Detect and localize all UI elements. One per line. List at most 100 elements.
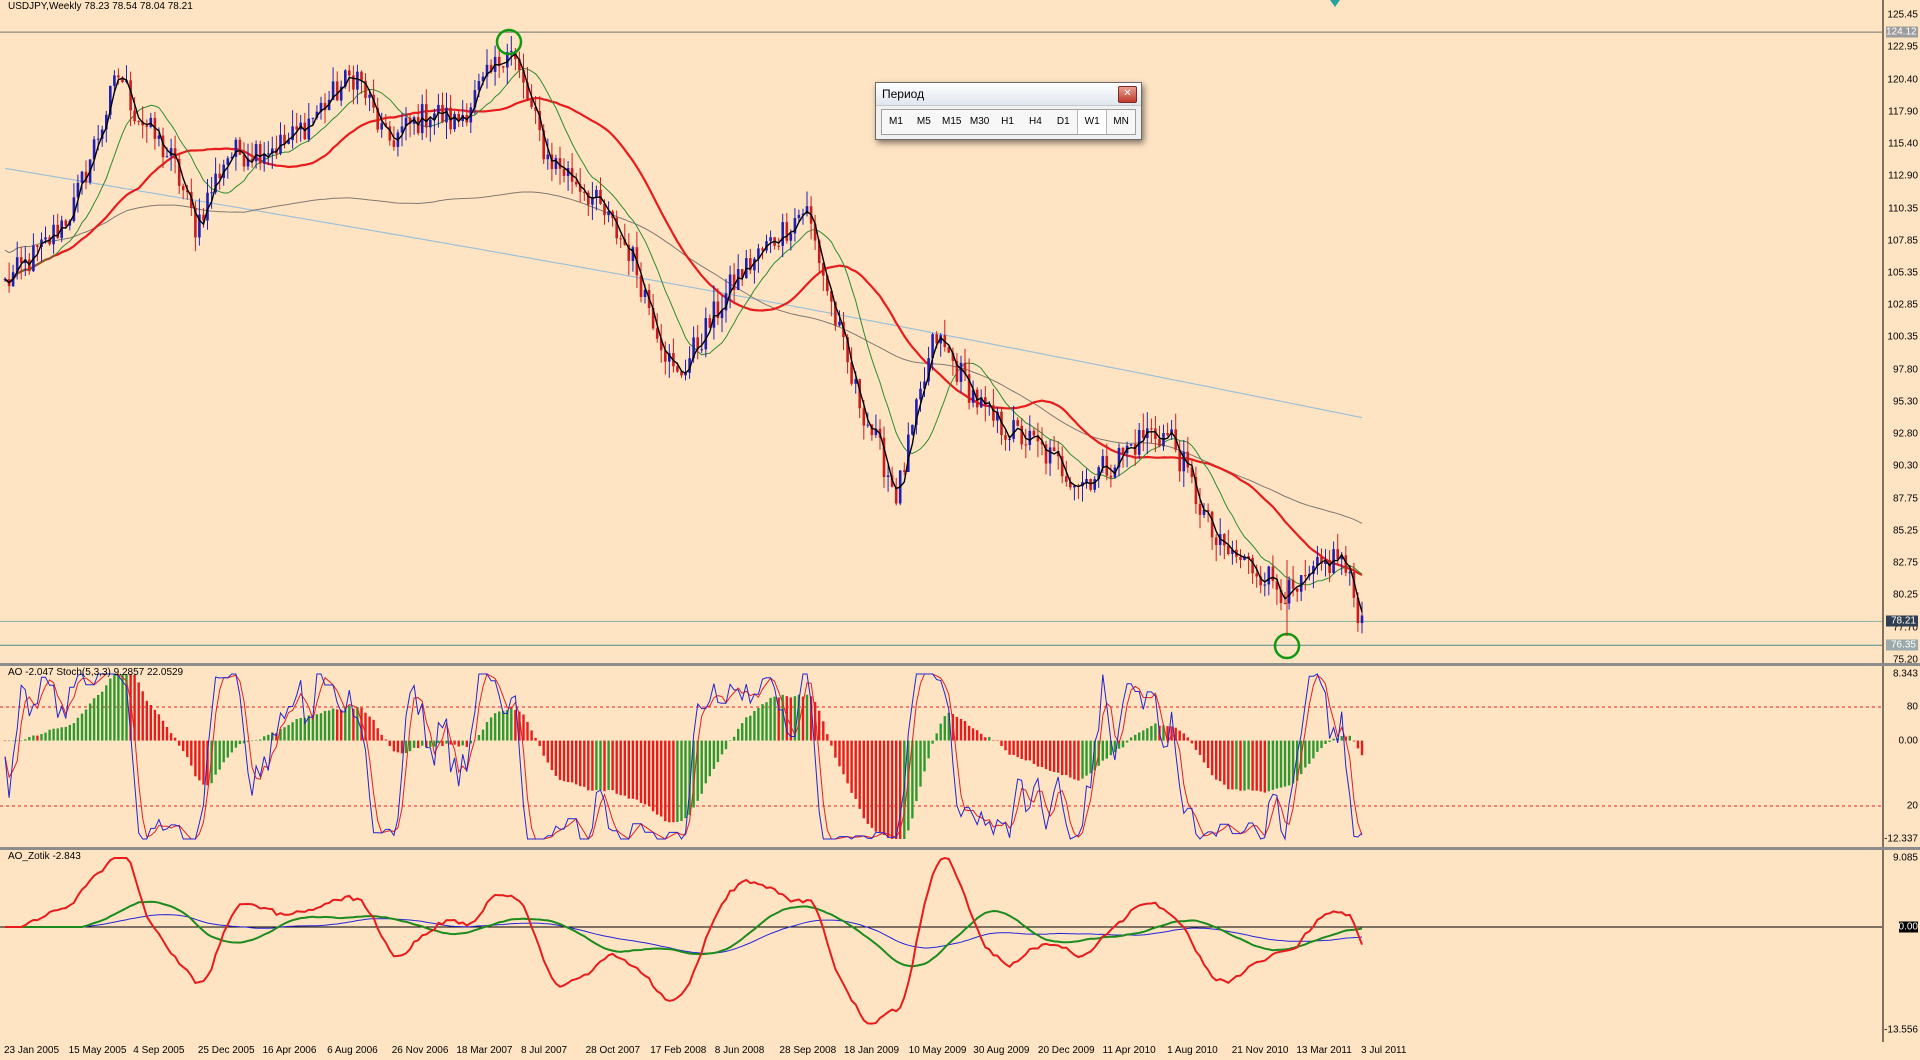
ao-bar bbox=[927, 740, 930, 759]
candle-body bbox=[425, 104, 428, 128]
candle-body bbox=[805, 206, 809, 214]
time-tick-label: 26 Nov 2006 bbox=[391, 1045, 449, 1056]
ao-bar bbox=[84, 709, 88, 741]
candle-body bbox=[785, 222, 789, 241]
time-tick-label: 20 Dec 2009 bbox=[1037, 1045, 1095, 1056]
ao-bar bbox=[250, 740, 254, 742]
ao-bar bbox=[1036, 740, 1040, 767]
ao-bar bbox=[514, 710, 517, 741]
ao-bar bbox=[1077, 740, 1080, 781]
timeframe-button-m5[interactable]: M5 bbox=[916, 116, 931, 127]
ao-bar bbox=[570, 740, 574, 783]
ao-bar bbox=[1125, 740, 1129, 743]
ao-bar bbox=[267, 734, 270, 741]
time-tick-label: 6 Aug 2006 bbox=[327, 1045, 378, 1056]
candle-body bbox=[56, 224, 59, 238]
candle-body bbox=[226, 158, 230, 165]
candle-body bbox=[603, 203, 606, 216]
time-axis[interactable]: 23 Jan 2005 15 May 2005 4 Sep 2005 25 Dec 2… bbox=[0, 1042, 1920, 1060]
ao-bar bbox=[48, 729, 51, 741]
ao-tick-label: 80 bbox=[1906, 701, 1918, 713]
time-tick-label: 11 Apr 2010 bbox=[1102, 1045, 1156, 1056]
candle-body bbox=[1291, 579, 1295, 589]
timeframe-button-h1[interactable]: H1 bbox=[1001, 116, 1014, 127]
candle-body bbox=[76, 182, 80, 198]
candle-body bbox=[947, 347, 951, 353]
candle-body bbox=[664, 350, 667, 362]
pane-separator[interactable] bbox=[0, 847, 1920, 850]
candle-body bbox=[335, 81, 339, 101]
candle-body bbox=[109, 85, 112, 115]
candle-body bbox=[1198, 504, 1202, 515]
ao-bar bbox=[222, 740, 225, 763]
timeframe-button-m1[interactable]: M1 bbox=[888, 116, 903, 127]
period-dialog-titlebar[interactable]: Период ✕ bbox=[876, 83, 1141, 106]
ao-bar bbox=[36, 735, 39, 741]
ao-bar bbox=[331, 708, 335, 741]
candle-body bbox=[214, 173, 217, 193]
timeframe-button-h4[interactable]: H4 bbox=[1029, 116, 1042, 127]
candle-body bbox=[121, 77, 124, 83]
candle-body bbox=[295, 126, 298, 130]
candle-body bbox=[911, 424, 914, 435]
ao-bar bbox=[315, 714, 319, 741]
ao-bar bbox=[190, 740, 193, 766]
candle-body bbox=[1320, 557, 1323, 564]
candle-body bbox=[526, 82, 529, 101]
ao-bar bbox=[291, 722, 294, 741]
price-chart[interactable] bbox=[0, 0, 1882, 665]
ao-bar bbox=[105, 685, 108, 741]
candle-body bbox=[988, 405, 991, 407]
timeframe-button-d1[interactable]: D1 bbox=[1056, 116, 1070, 127]
candle-body bbox=[761, 248, 764, 251]
price-tick-label: 80.25 bbox=[1892, 589, 1918, 601]
ao-bar bbox=[1198, 740, 1202, 755]
candle-body bbox=[80, 171, 84, 183]
candle-body bbox=[376, 107, 379, 130]
ao-bar bbox=[959, 718, 963, 741]
candle-body bbox=[939, 335, 942, 344]
ao-stoch-chart[interactable] bbox=[0, 666, 1882, 847]
ao-bar bbox=[121, 674, 124, 741]
timeframe-toolbar[interactable]: M1 M5 M15 M30 H1 H4 D1 W1 MN bbox=[881, 109, 1136, 135]
candle-body bbox=[1206, 510, 1210, 512]
ao-zotik-chart[interactable] bbox=[0, 850, 1882, 1042]
ao-bar bbox=[976, 730, 979, 741]
period-dialog[interactable]: Период ✕ M1 M5 M15 M30 H1 H4 D1 W1 MN bbox=[875, 82, 1142, 140]
top-marker-circle bbox=[495, 28, 523, 56]
zotik-tick-label: 9.085 bbox=[1892, 852, 1918, 864]
pane-separator[interactable] bbox=[0, 663, 1920, 666]
candle-body bbox=[1283, 603, 1287, 604]
ao-stoch-axis[interactable]: 8.343 80 0.00 20 -12.337 bbox=[1882, 666, 1920, 847]
timeframe-button-m30[interactable]: M30 bbox=[969, 116, 990, 127]
candle-body bbox=[704, 318, 708, 350]
candle-body bbox=[903, 470, 906, 472]
close-icon[interactable]: ✕ bbox=[1118, 86, 1137, 103]
timeframe-button-m15[interactable]: M15 bbox=[942, 116, 962, 127]
candle-body bbox=[250, 158, 254, 162]
candle-body bbox=[501, 66, 505, 68]
ao-bar bbox=[676, 740, 679, 822]
ao-tick-label: -12.337 bbox=[1884, 833, 1918, 845]
timeframe-button-mn[interactable]: MN bbox=[1113, 116, 1129, 127]
ao-stoch-pane[interactable]: AO -2.047 Stoch(5,3,3) 9.2857 22.0529 8.… bbox=[0, 666, 1920, 847]
ma-200-line bbox=[4, 167, 1363, 419]
ao-bar bbox=[169, 733, 173, 741]
ao-bar bbox=[716, 740, 720, 763]
ao-bar bbox=[724, 740, 728, 750]
candle-body bbox=[19, 257, 23, 264]
ao-zotik-pane[interactable]: AO_Zotik -2.843 9.085 0.00 -13.556 bbox=[0, 850, 1920, 1042]
ao-bar bbox=[915, 740, 918, 802]
candle-body bbox=[15, 257, 19, 273]
ao-zotik-axis[interactable]: 9.085 0.00 -13.556 bbox=[1882, 850, 1920, 1042]
timeframe-button-w1[interactable]: W1 bbox=[1077, 110, 1108, 134]
price-axis[interactable]: 125.45 122.95 120.40 117.90 115.40 112.90 110.… bbox=[1882, 0, 1920, 665]
ao-bar bbox=[198, 740, 201, 781]
ao-bar bbox=[745, 717, 748, 741]
ao-bar bbox=[919, 740, 922, 787]
price-tick-label: 95.30 bbox=[1892, 396, 1918, 408]
ao-bar bbox=[554, 740, 558, 776]
candle-body bbox=[781, 222, 784, 246]
ao-bar bbox=[445, 740, 448, 744]
candle-body bbox=[36, 245, 39, 247]
